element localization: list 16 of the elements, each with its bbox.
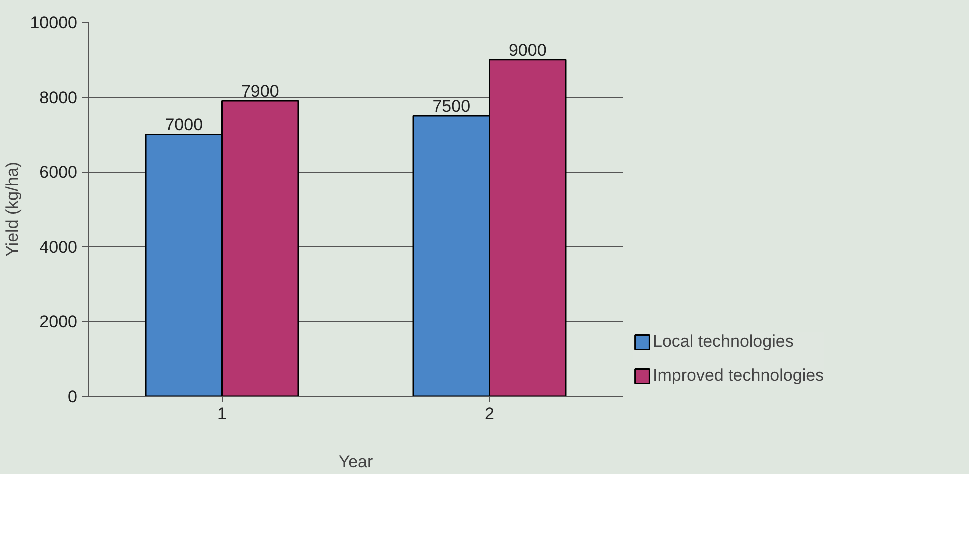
y-axis-title: Yield (kg/ha) <box>3 162 22 257</box>
y-tick-label: 2000 <box>40 312 78 332</box>
x-tick-label: 2 <box>485 404 494 424</box>
y-tick-label: 8000 <box>40 88 78 108</box>
data-label: 7900 <box>241 82 280 102</box>
legend-label: Improved technologies <box>653 366 824 386</box>
y-tick-label: 6000 <box>40 163 78 182</box>
data-label: 7500 <box>432 97 471 116</box>
data-label: 7000 <box>165 116 204 135</box>
y-tick-label: 0 <box>68 388 78 406</box>
legend-label: Local technologies <box>653 332 794 352</box>
x-tick-label: 1 <box>218 404 227 424</box>
data-label: 9000 <box>508 40 547 60</box>
y-tick-label: 10000 <box>30 14 78 32</box>
y-tick-label: 4000 <box>40 238 78 257</box>
x-axis-title: Year <box>338 452 374 472</box>
